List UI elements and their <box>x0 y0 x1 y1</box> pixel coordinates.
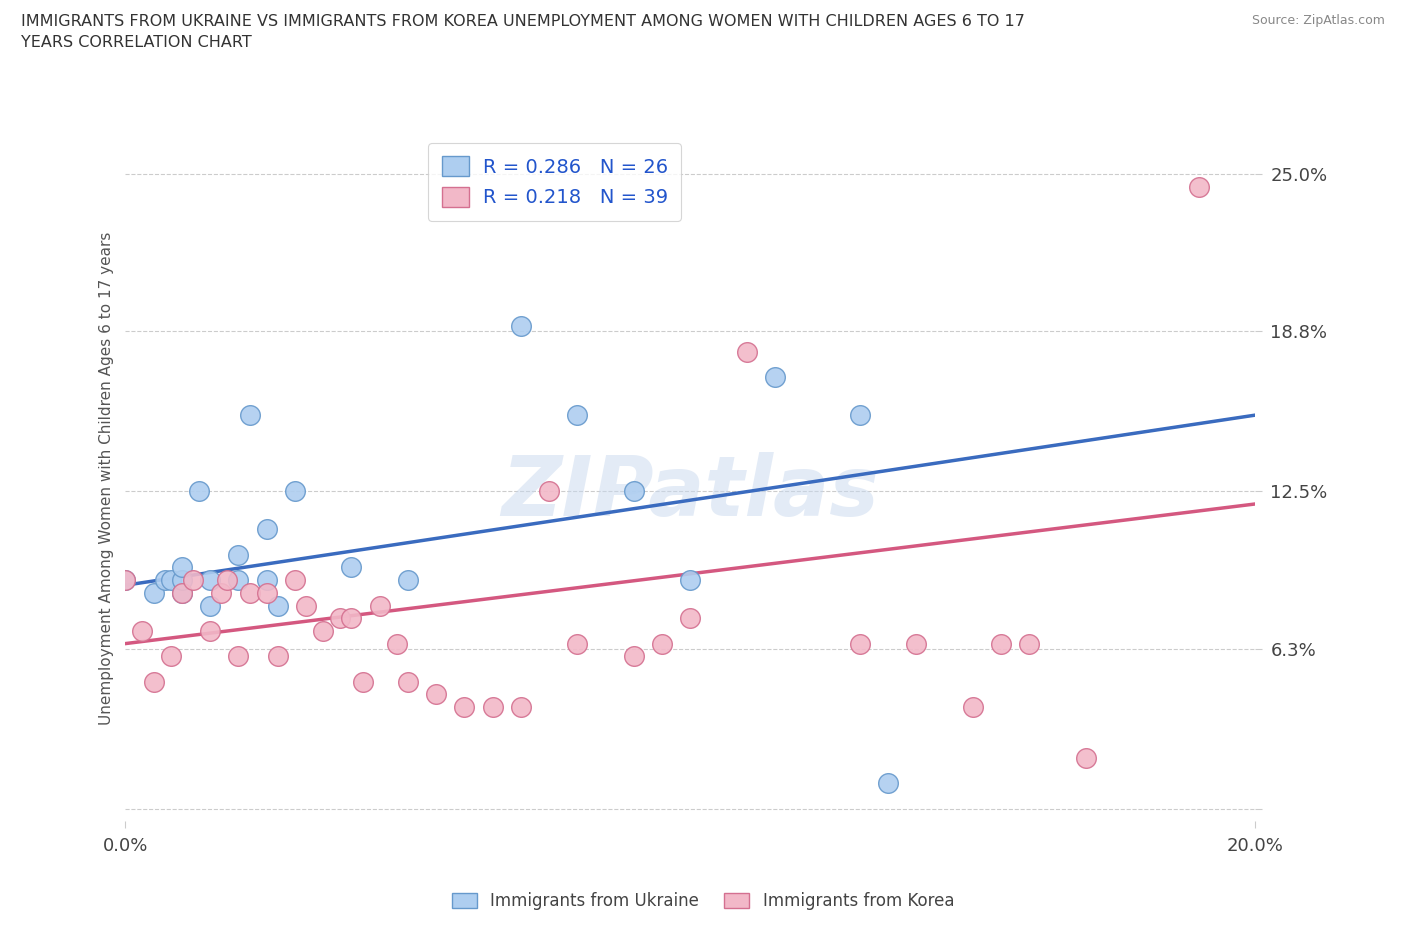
Point <box>114 573 136 588</box>
Point <box>1018 636 1040 651</box>
Point <box>159 573 181 588</box>
Point <box>239 585 262 600</box>
Point <box>170 585 193 600</box>
Point <box>763 369 786 384</box>
Point <box>425 687 447 702</box>
Y-axis label: Unemployment Among Women with Children Ages 6 to 17 years: Unemployment Among Women with Children A… <box>100 232 114 725</box>
Point <box>200 598 222 613</box>
Point <box>538 484 561 498</box>
Point <box>312 623 335 638</box>
Point <box>142 674 165 689</box>
Point <box>284 484 307 498</box>
Text: IMMIGRANTS FROM UKRAINE VS IMMIGRANTS FROM KOREA UNEMPLOYMENT AMONG WOMEN WITH C: IMMIGRANTS FROM UKRAINE VS IMMIGRANTS FR… <box>21 14 1025 50</box>
Point <box>217 573 239 588</box>
Point <box>239 407 262 422</box>
Point <box>267 649 290 664</box>
Point <box>228 649 250 664</box>
Point <box>228 547 250 562</box>
Point <box>340 611 363 626</box>
Point <box>284 573 307 588</box>
Point <box>170 585 193 600</box>
Point <box>368 598 391 613</box>
Point <box>211 585 233 600</box>
Point <box>962 699 984 714</box>
Point <box>1188 179 1211 194</box>
Point <box>990 636 1012 651</box>
Point <box>142 585 165 600</box>
Legend: Immigrants from Ukraine, Immigrants from Korea: Immigrants from Ukraine, Immigrants from… <box>446 885 960 917</box>
Point <box>567 636 589 651</box>
Point <box>131 623 153 638</box>
Point <box>735 344 758 359</box>
Text: ZIPatlas: ZIPatlas <box>502 452 879 533</box>
Point <box>267 598 290 613</box>
Point <box>396 674 419 689</box>
Point <box>170 560 193 575</box>
Point <box>159 649 181 664</box>
Point <box>153 573 176 588</box>
Point <box>905 636 928 651</box>
Point <box>679 573 702 588</box>
Point <box>623 649 645 664</box>
Point <box>352 674 374 689</box>
Point <box>877 776 900 790</box>
Point <box>481 699 503 714</box>
Point <box>1074 751 1097 765</box>
Point <box>256 522 278 537</box>
Point <box>651 636 673 651</box>
Point <box>170 573 193 588</box>
Point <box>256 573 278 588</box>
Point <box>340 560 363 575</box>
Point <box>509 319 531 334</box>
Point <box>228 573 250 588</box>
Point <box>114 573 136 588</box>
Point <box>849 407 872 422</box>
Point <box>256 585 278 600</box>
Text: Source: ZipAtlas.com: Source: ZipAtlas.com <box>1251 14 1385 27</box>
Point <box>187 484 209 498</box>
Point <box>396 573 419 588</box>
Point <box>200 623 222 638</box>
Legend: R = 0.286   N = 26, R = 0.218   N = 39: R = 0.286 N = 26, R = 0.218 N = 39 <box>429 142 682 220</box>
Point <box>509 699 531 714</box>
Point <box>295 598 318 613</box>
Point <box>181 573 204 588</box>
Point <box>200 573 222 588</box>
Point <box>679 611 702 626</box>
Point <box>623 484 645 498</box>
Point <box>329 611 352 626</box>
Point <box>453 699 475 714</box>
Point <box>849 636 872 651</box>
Point <box>567 407 589 422</box>
Point <box>385 636 408 651</box>
